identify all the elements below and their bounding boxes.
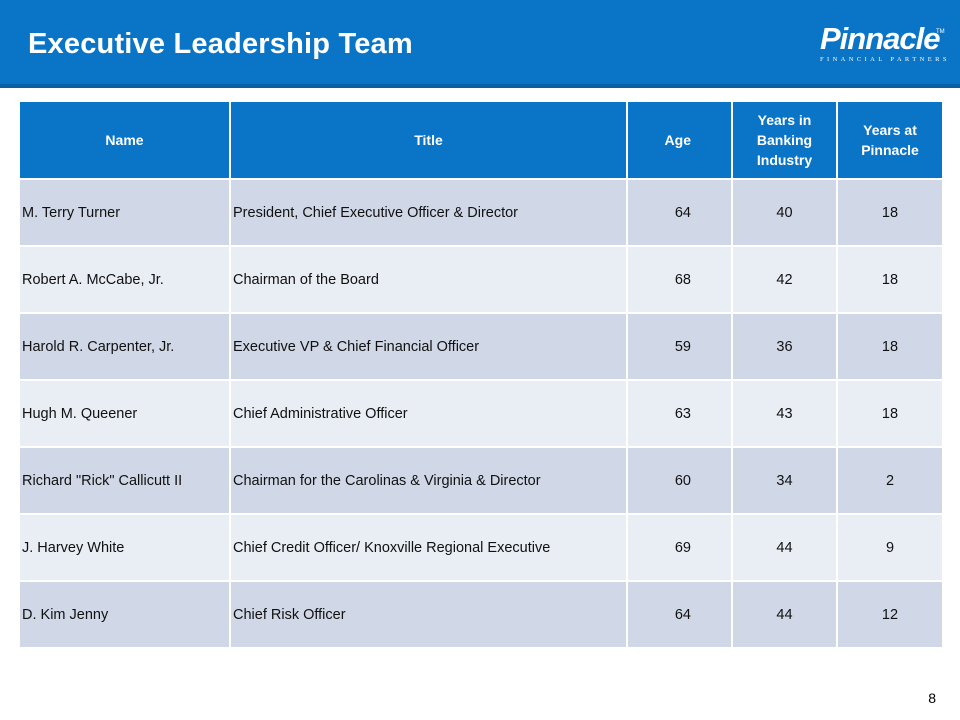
table-row: Robert A. McCabe, Jr. Chairman of the Bo…: [20, 247, 942, 312]
cell-title: Chairman for the Carolinas & Virginia & …: [231, 448, 626, 513]
page-number: 8: [928, 690, 936, 706]
cell-name: D. Kim Jenny: [20, 582, 229, 647]
column-header-years-banking: Years in Banking Industry: [733, 102, 836, 178]
cell-years-banking: 34: [733, 448, 836, 513]
cell-name: M. Terry Turner: [20, 180, 229, 245]
logo-tagline: FINANCIAL PARTNERS: [820, 56, 950, 63]
cell-years-banking: 44: [733, 582, 836, 647]
cell-title: Chief Administrative Officer: [231, 381, 626, 446]
cell-title: Executive VP & Chief Financial Officer: [231, 314, 626, 379]
table-row: J. Harvey White Chief Credit Officer/ Kn…: [20, 515, 942, 580]
cell-name: Harold R. Carpenter, Jr.: [20, 314, 229, 379]
table-row: Hugh M. Queener Chief Administrative Off…: [20, 381, 942, 446]
cell-title: Chief Risk Officer: [231, 582, 626, 647]
column-header-age: Age: [628, 102, 731, 178]
table-header-row: Name Title Age Years in Banking Industry…: [20, 102, 942, 178]
table-row: M. Terry Turner President, Chief Executi…: [20, 180, 942, 245]
column-header-title: Title: [231, 102, 626, 178]
cell-title: Chief Credit Officer/ Knoxville Regional…: [231, 515, 626, 580]
cell-age: 64: [628, 180, 731, 245]
cell-name: J. Harvey White: [20, 515, 229, 580]
cell-years-pinnacle: 18: [838, 180, 942, 245]
cell-title: President, Chief Executive Officer & Dir…: [231, 180, 626, 245]
cell-years-pinnacle: 2: [838, 448, 942, 513]
cell-years-banking: 43: [733, 381, 836, 446]
cell-age: 59: [628, 314, 731, 379]
cell-years-pinnacle: 12: [838, 582, 942, 647]
cell-years-pinnacle: 9: [838, 515, 942, 580]
cell-age: 69: [628, 515, 731, 580]
logo-trademark: TM: [936, 29, 945, 35]
cell-age: 63: [628, 381, 731, 446]
cell-title: Chairman of the Board: [231, 247, 626, 312]
cell-age: 64: [628, 582, 731, 647]
cell-age: 68: [628, 247, 731, 312]
logo-wordmark: Pinnacle: [820, 21, 940, 56]
cell-name: Robert A. McCabe, Jr.: [20, 247, 229, 312]
header-bar: [0, 0, 960, 88]
cell-years-banking: 44: [733, 515, 836, 580]
page-title: Executive Leadership Team: [28, 28, 413, 60]
cell-years-pinnacle: 18: [838, 381, 942, 446]
header-divider: [0, 84, 960, 88]
cell-name: Richard "Rick" Callicutt II: [20, 448, 229, 513]
column-header-name: Name: [20, 102, 229, 178]
column-header-years-pinnacle: Years at Pinnacle: [838, 102, 942, 178]
cell-years-pinnacle: 18: [838, 247, 942, 312]
cell-years-banking: 40: [733, 180, 836, 245]
leadership-table: Name Title Age Years in Banking Industry…: [18, 100, 944, 649]
table-row: Richard "Rick" Callicutt II Chairman for…: [20, 448, 942, 513]
table-row: D. Kim Jenny Chief Risk Officer 64 44 12: [20, 582, 942, 647]
cell-age: 60: [628, 448, 731, 513]
cell-years-pinnacle: 18: [838, 314, 942, 379]
cell-name: Hugh M. Queener: [20, 381, 229, 446]
cell-years-banking: 42: [733, 247, 836, 312]
table-row: Harold R. Carpenter, Jr. Executive VP & …: [20, 314, 942, 379]
pinnacle-logo: Pinnacle TM FINANCIAL PARTNERS: [812, 21, 946, 68]
cell-years-banking: 36: [733, 314, 836, 379]
